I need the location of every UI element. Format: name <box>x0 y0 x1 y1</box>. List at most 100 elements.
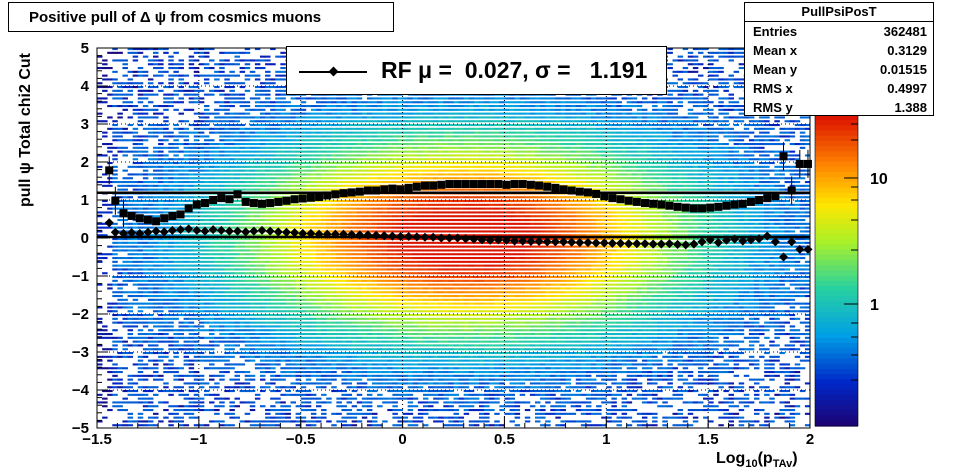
heatmap-cell <box>137 245 144 248</box>
heatmap-cell <box>315 184 322 187</box>
heatmap-cell <box>382 363 388 366</box>
heatmap-cell <box>321 302 327 305</box>
heatmap-cell <box>244 314 251 317</box>
heatmap-cell <box>97 260 103 263</box>
heatmap-cell <box>305 371 312 374</box>
heatmap-cell <box>178 314 184 317</box>
heatmap-cell <box>366 105 373 108</box>
heatmap-cell <box>372 219 378 222</box>
heatmap-cell <box>224 63 230 66</box>
heatmap-cell <box>300 177 307 180</box>
heatmap-cell <box>147 124 154 127</box>
heatmap-cell <box>392 276 398 279</box>
heatmap-cell <box>397 397 403 400</box>
heatmap-cell <box>132 230 139 233</box>
heatmap-cell <box>107 116 113 119</box>
heatmap-cell <box>214 393 220 396</box>
heatmap-cell <box>229 333 235 336</box>
heatmap-cell <box>300 215 307 218</box>
heatmap-cell <box>331 374 337 377</box>
heatmap-cell <box>244 131 251 134</box>
heatmap-cell <box>224 139 230 142</box>
heatmap-cell <box>392 135 398 138</box>
heatmap-cell <box>321 158 327 161</box>
heatmap-cell <box>326 374 332 377</box>
heatmap-cell <box>183 298 190 301</box>
heatmap-cell <box>249 181 256 184</box>
heatmap-cell <box>300 314 307 317</box>
heatmap-cell <box>249 257 256 260</box>
heatmap-cell <box>183 374 190 377</box>
heatmap-cell <box>346 131 353 134</box>
heatmap-cell <box>397 150 403 153</box>
heatmap-cell <box>163 108 169 111</box>
heatmap-cell <box>224 245 230 248</box>
heatmap-cell <box>193 310 200 313</box>
heatmap-cell <box>346 317 353 320</box>
heatmap-cell <box>315 329 322 332</box>
heatmap-cell <box>214 276 220 279</box>
heatmap-cell <box>356 173 363 176</box>
heatmap-cell <box>198 257 205 260</box>
heatmap-cell <box>112 222 118 225</box>
heatmap-cell <box>193 355 200 358</box>
heatmap-cell <box>341 317 347 320</box>
heatmap-cell <box>295 336 302 339</box>
heatmap-cell <box>280 340 286 343</box>
heatmap-cell <box>392 215 398 218</box>
heatmap-cell <box>331 291 337 294</box>
heatmap-cell <box>300 276 307 279</box>
heatmap-cell <box>290 401 297 404</box>
heatmap-cell <box>229 344 235 347</box>
heatmap-cell <box>265 112 271 115</box>
heatmap-cell <box>198 359 205 362</box>
heatmap-cell <box>153 257 159 260</box>
heatmap-cell <box>188 390 195 393</box>
heatmap-cell <box>285 367 291 370</box>
heatmap-cell <box>178 302 184 305</box>
heatmap-cell <box>173 386 179 389</box>
heatmap-cell <box>239 222 246 225</box>
heatmap-cell <box>372 310 378 313</box>
heatmap-cell <box>178 306 184 309</box>
heatmap-cell <box>285 139 291 142</box>
heatmap-cell <box>310 184 317 187</box>
heatmap-cell <box>402 116 409 119</box>
heatmap-cell <box>153 165 159 168</box>
heatmap-cell <box>351 203 358 206</box>
heatmap-cell <box>132 264 139 267</box>
heatmap-cell <box>203 329 210 332</box>
heatmap-cell <box>244 412 251 415</box>
heatmap-cell <box>158 143 164 146</box>
heatmap-cell <box>203 393 210 396</box>
heatmap-cell <box>132 131 139 134</box>
heatmap-cell <box>402 382 409 385</box>
heatmap-cell <box>366 253 373 256</box>
heatmap-cell <box>193 143 200 146</box>
heatmap-cell <box>326 146 332 149</box>
heatmap-cell <box>321 367 327 370</box>
heatmap-cell <box>249 241 256 244</box>
heatmap-cell <box>229 169 235 172</box>
heatmap-cell <box>193 97 200 100</box>
heatmap-cell <box>112 169 118 172</box>
heatmap-cell <box>331 390 337 393</box>
heatmap-cell <box>254 260 261 263</box>
heatmap-cell <box>336 154 342 157</box>
heatmap-cell <box>132 393 139 396</box>
heatmap-cell <box>259 291 266 294</box>
heatmap-cell <box>173 355 179 358</box>
heatmap-cell <box>315 291 322 294</box>
heatmap-cell <box>122 74 128 77</box>
heatmap-cell <box>336 397 342 400</box>
heatmap-cell <box>97 165 103 168</box>
heatmap-cell <box>147 154 154 157</box>
heatmap-cell <box>259 310 266 313</box>
heatmap-cell <box>229 245 235 248</box>
heatmap-cell <box>392 124 398 127</box>
heatmap-cell <box>163 127 169 130</box>
heatmap-cell <box>188 173 195 176</box>
heatmap-cell <box>259 173 266 176</box>
heatmap-cell <box>132 268 139 271</box>
heatmap-cell <box>193 314 200 317</box>
